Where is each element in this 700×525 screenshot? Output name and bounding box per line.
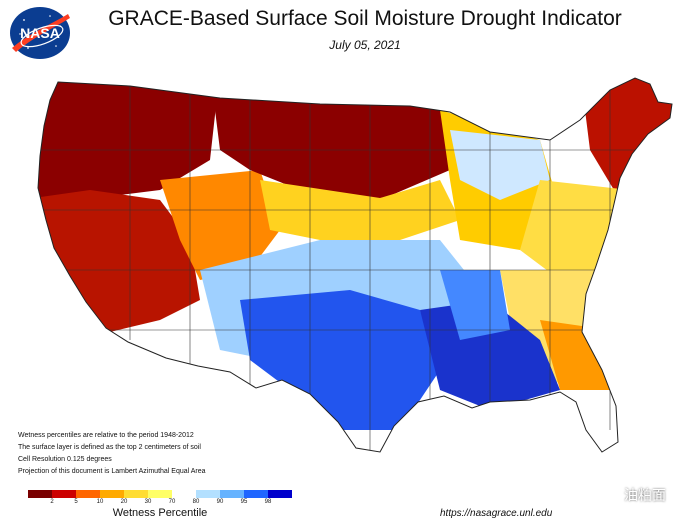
legend-tick-label: 30 xyxy=(144,499,152,505)
nasa-logo-orbit xyxy=(20,24,64,48)
legend-ticks: 2 5 10 20 30 70 80 90 95 98 xyxy=(28,499,292,509)
nasa-logo: NASA xyxy=(10,7,70,59)
source-url[interactable]: https://nasagrace.unl.edu xyxy=(440,508,553,519)
map-date: July 05, 2021 xyxy=(329,38,401,52)
drought-map xyxy=(37,77,673,453)
map-region-lower-mississippi xyxy=(440,270,510,340)
watermark-text: 油粕面 xyxy=(624,487,666,503)
note-line: Wetness percentiles are relative to the … xyxy=(18,432,194,439)
legend-swatch xyxy=(124,490,148,498)
legend-tick-label: 95 xyxy=(240,499,248,505)
legend-swatch xyxy=(172,490,196,498)
legend: 2 5 10 20 30 70 80 90 95 98 Wetness Percentile xyxy=(14,490,304,522)
state-boundaries xyxy=(38,78,672,450)
legend-tick-label: 90 xyxy=(216,499,224,505)
legend-tick-label: 80 xyxy=(192,499,200,505)
legend-tick-label: 20 xyxy=(120,499,128,505)
legend-swatch xyxy=(28,490,52,498)
page-title: GRACE-Based Surface Soil Moisture Drough… xyxy=(108,7,622,30)
us-outline xyxy=(37,77,673,453)
legend-color-bar xyxy=(28,490,292,498)
legend-swatch xyxy=(100,490,124,498)
note-line: Cell Resolution 0.125 degrees xyxy=(18,456,112,463)
legend-swatch xyxy=(148,490,172,498)
map-region-great-lakes xyxy=(450,130,550,200)
legend-swatch xyxy=(220,490,244,498)
watermark: 油粕面 xyxy=(598,485,666,505)
legend-swatch xyxy=(268,490,292,498)
nasa-logo-text: NASA xyxy=(20,25,60,41)
map-region-texas-southern-plains xyxy=(240,290,440,430)
map-region-pacific-northwest xyxy=(38,78,220,210)
legend-swatch xyxy=(244,490,268,498)
note-line: Projection of this document is Lambert A… xyxy=(18,468,206,475)
nasa-logo-swoosh xyxy=(12,14,70,52)
legend-tick-label: 2 xyxy=(50,499,54,505)
wechat-icon xyxy=(598,486,620,503)
legend-tick-label: 98 xyxy=(264,499,272,505)
legend-swatch xyxy=(76,490,100,498)
note-line: The surface layer is defined as the top … xyxy=(18,444,201,451)
legend-swatch xyxy=(196,490,220,498)
legend-tick-label: 70 xyxy=(168,499,176,505)
legend-tick-label: 10 xyxy=(96,499,104,505)
legend-title: Wetness Percentile xyxy=(112,507,208,519)
legend-tick-label: 5 xyxy=(74,499,78,505)
legend-swatch xyxy=(52,490,76,498)
map-notes: Wetness percentiles are relative to the … xyxy=(18,430,206,478)
